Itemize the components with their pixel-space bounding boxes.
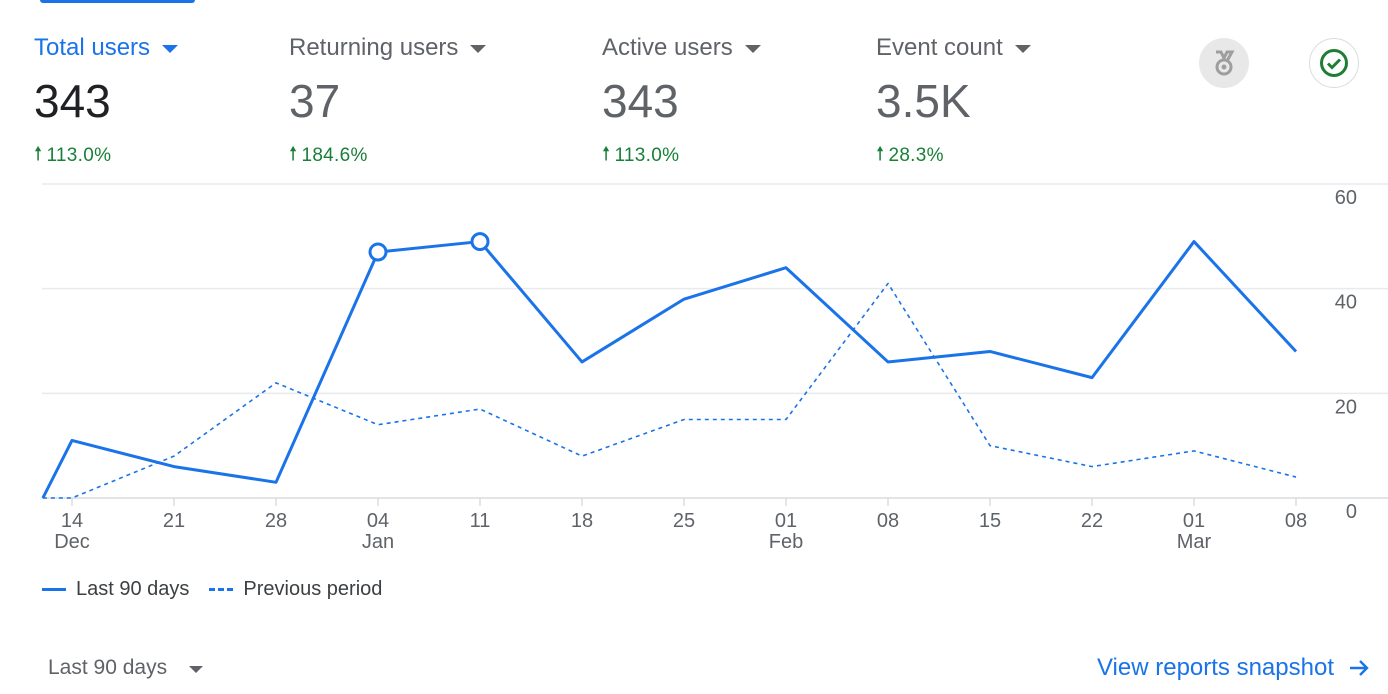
series-line-previous-period [42, 282, 1297, 499]
arrow-up-icon: 🠕 [876, 144, 885, 165]
x-tick-day: 22 [1081, 510, 1103, 532]
metric-change: 113.0% [46, 145, 112, 166]
x-tick-day: 11 [470, 510, 491, 532]
check-circle-icon [1320, 49, 1348, 77]
metric-value: 3.5K [876, 75, 971, 127]
date-range-dropdown[interactable]: Last 90 days [48, 656, 204, 680]
metric-label: Total users [34, 34, 151, 61]
metric-value: 343 [602, 75, 679, 127]
snapshot-link-label: View reports snapshot [1096, 654, 1334, 681]
caret-down-icon [189, 665, 204, 673]
metric-active-users[interactable]: Active users 343 🠕 113.0% [602, 34, 761, 172]
metric-total-users[interactable]: Total users 343 🠕 113.0% [34, 34, 179, 172]
x-tick-day: 01 [775, 510, 797, 532]
y-tick-label: 60 [1335, 187, 1357, 209]
legend-previous-period: Previous period [243, 578, 383, 600]
caret-down-icon[interactable] [162, 45, 179, 53]
x-tick-day: 04 [367, 510, 389, 532]
y-tick-label: 0 [1346, 501, 1357, 523]
caret-down-icon[interactable] [1014, 45, 1031, 53]
x-tick-day: 28 [265, 510, 287, 532]
medal-icon [1215, 50, 1235, 76]
metric-label: Event count [876, 34, 1003, 61]
series-line-last-90-days [41, 240, 1298, 499]
x-tick-month: Jan [362, 531, 394, 553]
x-tick-day: 01 [1183, 510, 1205, 532]
metric-change: 28.3% [888, 145, 944, 166]
x-tick-day: 21 [163, 510, 185, 532]
x-tick-month: Dec [54, 531, 90, 553]
legend-dashed-swatch [209, 588, 234, 591]
view-reports-snapshot-link[interactable]: View reports snapshot [1097, 654, 1370, 682]
data-point [470, 232, 490, 252]
caret-down-icon[interactable] [744, 45, 761, 53]
arrow-right-icon [1350, 660, 1369, 676]
active-tab-indicator [40, 0, 195, 3]
arrow-up-icon: 🠕 [289, 144, 298, 165]
x-tick-day: 14 [61, 510, 83, 532]
arrow-up-icon: 🠕 [34, 144, 43, 165]
legend-last-90-days: Last 90 days [76, 578, 190, 600]
y-tick-label: 20 [1335, 396, 1357, 418]
y-tick-label: 40 [1335, 292, 1357, 314]
metric-label: Active users [602, 34, 733, 61]
x-tick-day: 08 [1285, 510, 1307, 532]
metric-label: Returning users [289, 34, 459, 61]
data-quality-status-button[interactable] [1309, 38, 1359, 88]
insights-button[interactable] [1199, 38, 1249, 88]
metric-returning-users[interactable]: Returning users 37 🠕 184.6% [289, 34, 487, 172]
x-tick-month: Mar [1177, 531, 1212, 553]
x-tick-day: 25 [673, 510, 695, 532]
metric-value: 37 [289, 75, 341, 127]
metric-event-count[interactable]: Event count 3.5K 🠕 28.3% [876, 34, 1031, 172]
x-tick-day: 18 [571, 510, 593, 532]
caret-down-icon[interactable] [470, 45, 487, 53]
metric-value: 343 [34, 75, 111, 127]
metric-change: 113.0% [614, 145, 680, 166]
legend-solid-swatch [42, 588, 66, 591]
x-tick-day: 15 [979, 510, 1001, 532]
metric-change: 184.6% [301, 145, 368, 166]
x-tick-month: Feb [769, 531, 803, 553]
x-tick-day: 08 [877, 510, 899, 532]
chart-legend: Last 90 days Previous period [42, 578, 382, 601]
data-point [368, 242, 388, 262]
date-range-label: Last 90 days [48, 656, 168, 679]
arrow-up-icon: 🠕 [602, 144, 611, 165]
